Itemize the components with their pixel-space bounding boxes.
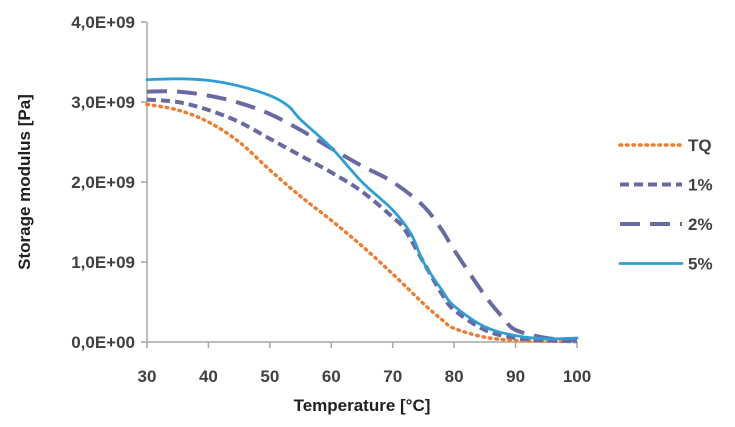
legend-label: 2% xyxy=(688,215,713,234)
y-tick-label: 1,0E+09 xyxy=(71,253,135,272)
x-tick-label: 30 xyxy=(138,367,157,386)
legend-label: 5% xyxy=(688,255,713,274)
x-tick-label: 80 xyxy=(445,367,464,386)
y-tick-label: 4,0E+09 xyxy=(71,13,135,32)
legend: TQ 1% 2% 5% xyxy=(618,136,713,274)
legend-label: TQ xyxy=(688,136,712,155)
y-axis-title: Storage modulus [Pa] xyxy=(15,94,34,270)
series-lines xyxy=(145,77,579,344)
y-tick-label: 2,0E+09 xyxy=(71,173,135,192)
y-axis-ticks: 0,0E+00 1,0E+09 2,0E+09 3,0E+09 4,0E+09 xyxy=(71,13,147,352)
y-tick-label: 3,0E+09 xyxy=(71,93,135,112)
y-tick-label: 0,0E+00 xyxy=(71,333,135,352)
x-tick-label: 90 xyxy=(506,367,525,386)
series-line-5pct xyxy=(145,77,579,341)
x-tick-label: 60 xyxy=(322,367,341,386)
x-tick-label: 70 xyxy=(383,367,402,386)
x-tick-label: 100 xyxy=(563,367,591,386)
x-tick-label: 40 xyxy=(199,367,218,386)
x-axis-ticks: 30 40 50 60 70 80 90 100 xyxy=(138,342,591,386)
series-line-1pct xyxy=(146,97,578,344)
legend-label: 1% xyxy=(688,176,713,195)
x-tick-label: 50 xyxy=(260,367,279,386)
x-axis-title: Temperature [°C] xyxy=(294,396,431,415)
